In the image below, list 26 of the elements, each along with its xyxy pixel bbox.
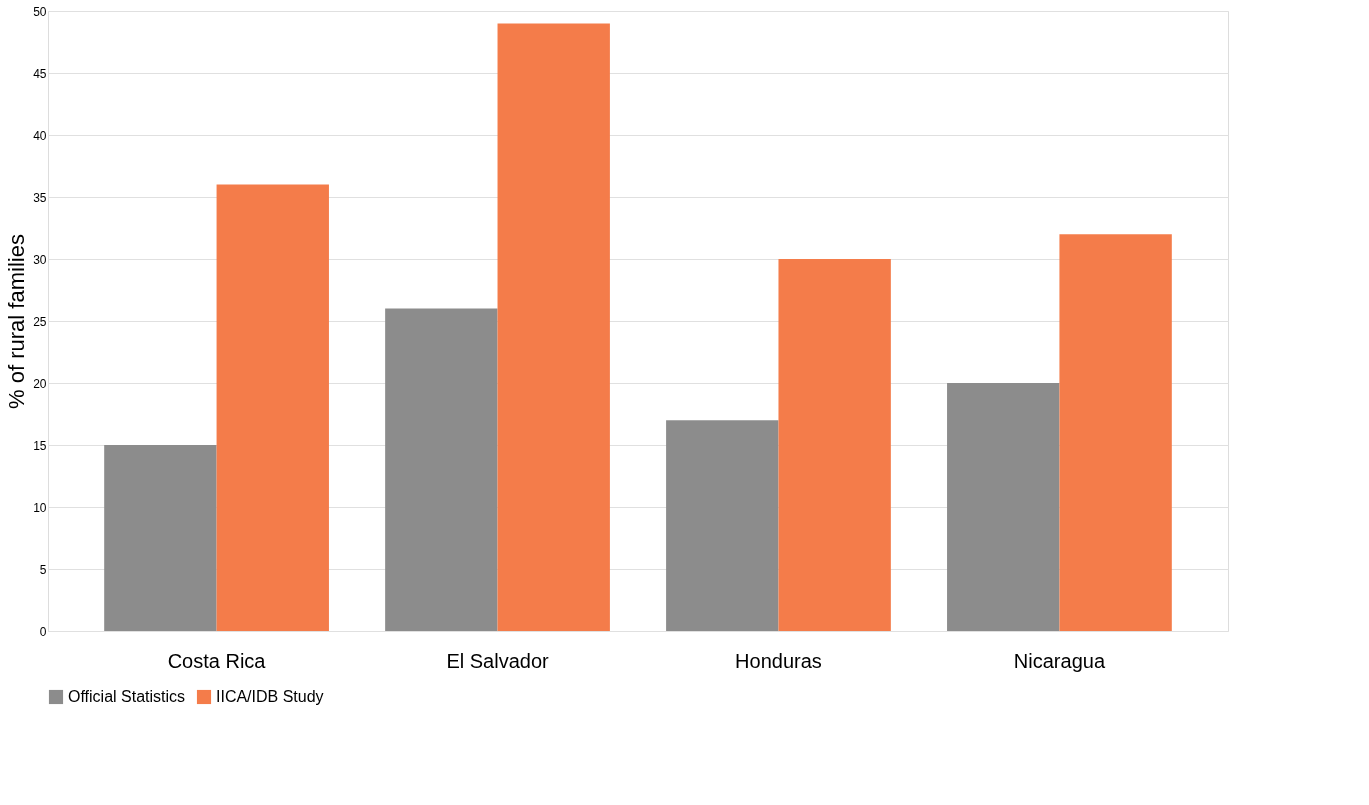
y-tick-label: 0 [39,624,47,639]
y-tick-label: 20 [33,376,47,391]
bar [947,383,1060,631]
x-tick-label: El Salvador [446,649,549,672]
bar [385,308,498,631]
y-tick-label: 35 [33,190,47,205]
y-tick-label: 50 [33,4,47,19]
y-axis-title: % of rural families [4,234,30,409]
bar [778,259,891,631]
bar [104,445,217,631]
y-tick-label: 15 [33,438,47,453]
x-tick-label: Costa Rica [167,649,267,672]
y-tick-label: 40 [33,128,47,143]
y-tick-label: 45 [33,66,47,81]
y-tick-label: 10 [33,500,47,515]
bar [497,23,610,631]
bar [666,420,779,631]
legend-label: IICA/IDB Study [216,688,324,705]
x-tick-label: Honduras [735,649,822,672]
x-tick-label: Nicaragua [1013,649,1106,672]
y-tick-label: 30 [33,252,47,267]
y-tick-label: 25 [33,314,47,329]
legend-label: Official Statistics [68,688,186,705]
bar [216,184,329,631]
y-tick-label: 5 [39,562,47,577]
bar [1059,234,1172,631]
